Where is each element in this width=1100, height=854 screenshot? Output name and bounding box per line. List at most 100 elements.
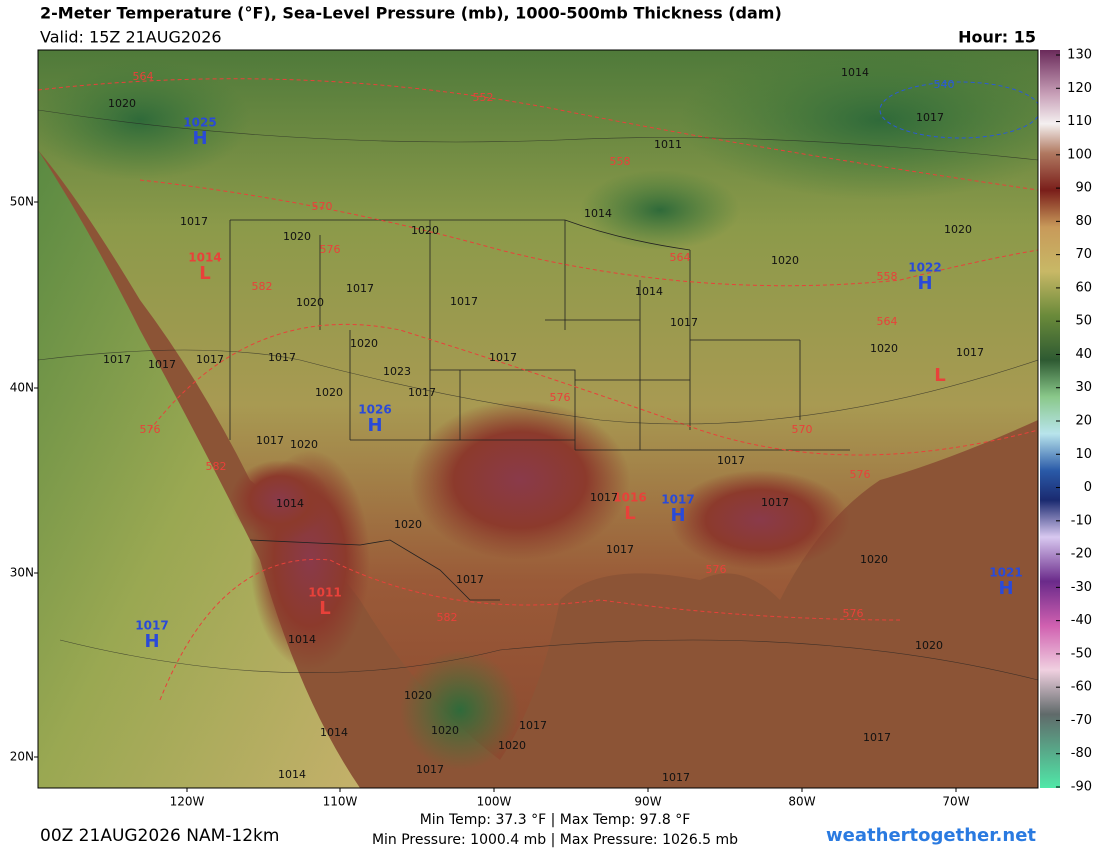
isobar-label: 1017 (606, 543, 634, 556)
isobar-label: 1014 (320, 726, 348, 739)
isobar-label: 1017 (489, 351, 517, 364)
isobar-label: 1017 (916, 111, 944, 124)
isobar-label: 1020 (411, 224, 439, 237)
colorbar-label: -80 (1071, 746, 1092, 761)
colorbar-label: -70 (1071, 713, 1092, 728)
isobar-label: 1020 (771, 254, 799, 267)
center-letter: H (670, 505, 685, 526)
thickness-label: 564 (877, 315, 898, 328)
borders (229, 219, 850, 601)
isobar-label: 1020 (296, 296, 324, 309)
isobar-label: 1020 (944, 223, 972, 236)
thickness-label: 582 (437, 611, 458, 624)
colorbar-label: -90 (1071, 780, 1092, 795)
lat-label: 50N (10, 195, 34, 209)
colorbar-label: -50 (1071, 646, 1092, 661)
isobar-label: 1020 (870, 342, 898, 355)
colorbar-label: 40 (1075, 347, 1092, 362)
isobar-label: 1014 (584, 207, 612, 220)
colorbar-label: 0 (1084, 480, 1092, 495)
lon-label: 100W (477, 795, 512, 809)
isobar-label: 1017 (863, 731, 891, 744)
thickness-label: 564 (133, 70, 154, 83)
lon-label: 120W (170, 795, 205, 809)
center-letter: L (319, 598, 330, 619)
center-letter: L (624, 503, 635, 524)
isobar-label: 1020 (431, 724, 459, 737)
isobar-label: 1014 (278, 768, 306, 781)
colorbar-label: 110 (1067, 114, 1092, 129)
isobar-label: 1017 (346, 282, 374, 295)
isobar-label: 1020 (315, 386, 343, 399)
isobar-label: 1020 (404, 689, 432, 702)
isobar-label: 1020 (350, 337, 378, 350)
thickness-label: 576 (550, 391, 571, 404)
colorbar-label: -20 (1071, 547, 1092, 562)
colorbar-label: -40 (1071, 613, 1092, 628)
isobar-label: 1020 (290, 438, 318, 451)
isobar-label: 1011 (654, 138, 682, 151)
map (38, 50, 1038, 788)
center-pressure: 1025 (183, 116, 216, 130)
center-letter: H (144, 631, 159, 652)
isobar-label: 1017 (456, 573, 484, 586)
isobar-label: 1014 (288, 633, 316, 646)
map-frame (37, 49, 1039, 789)
thickness-contour (879, 81, 1038, 139)
colorbar-label: 130 (1067, 48, 1092, 63)
temp-range: Min Temp: 37.3 °F | Max Temp: 97.8 °F (420, 812, 691, 828)
center-pressure: 1026 (358, 403, 391, 417)
center-letter: H (998, 578, 1013, 599)
isobar-label: 1020 (860, 553, 888, 566)
isobar-label: 1017 (519, 719, 547, 732)
isobar-label: 1020 (108, 97, 136, 110)
isobar-label: 1017 (956, 346, 984, 359)
isobar-label: 1017 (450, 295, 478, 308)
colorbar-label: 60 (1075, 280, 1092, 295)
center-letter: H (367, 415, 382, 436)
colorbar-label: 50 (1075, 314, 1092, 329)
lat-label: 40N (10, 381, 34, 395)
center-letter: H (192, 128, 207, 149)
isobar-label: 1023 (383, 365, 411, 378)
thickness-label: 570 (312, 200, 333, 213)
lon-label: 80W (788, 795, 815, 809)
isobar-label: 1017 (148, 358, 176, 371)
isobar-label: 1017 (416, 763, 444, 776)
thickness-label: 582 (206, 460, 227, 473)
isobar-label: 1020 (394, 518, 422, 531)
lat-label: 30N (10, 566, 34, 580)
colorbar (1040, 50, 1060, 788)
colorbar-label: 100 (1067, 147, 1092, 162)
site: weathertogether.net (826, 825, 1036, 846)
model-run: 00Z 21AUG2026 NAM-12km (40, 826, 279, 846)
thickness-label: 540 (934, 78, 955, 91)
isobar-label: 1017 (103, 353, 131, 366)
thickness-label: 558 (610, 155, 631, 168)
center-letter: L (199, 263, 210, 284)
isobar-label: 1017 (268, 351, 296, 364)
thickness-label: 570 (792, 423, 813, 436)
isobar-label: 1017 (180, 215, 208, 228)
thickness-label: 576 (140, 423, 161, 436)
isobar-label: 1017 (196, 353, 224, 366)
isobar-label: 1017 (662, 771, 690, 784)
colorbar-label: 20 (1075, 414, 1092, 429)
colorbar-label: -30 (1071, 580, 1092, 595)
center-pressure: 1022 (908, 261, 941, 275)
center-letter: L (934, 365, 945, 386)
thickness-label: 576 (843, 607, 864, 620)
colorbar-label: -60 (1071, 680, 1092, 695)
thickness-label: 552 (473, 91, 494, 104)
thickness-label: 558 (877, 270, 898, 283)
center-pressure: 1011 (308, 586, 341, 600)
isobar-label: 1017 (717, 454, 745, 467)
isobar-label: 1020 (283, 230, 311, 243)
lon-label: 90W (634, 795, 661, 809)
center-pressure: 1017 (661, 493, 694, 507)
colorbar-label: 80 (1075, 214, 1092, 229)
isobar-label: 1020 (915, 639, 943, 652)
colorbar-label: 120 (1067, 81, 1092, 96)
center-letter: H (917, 273, 932, 294)
isobar-label: 1017 (256, 434, 284, 447)
